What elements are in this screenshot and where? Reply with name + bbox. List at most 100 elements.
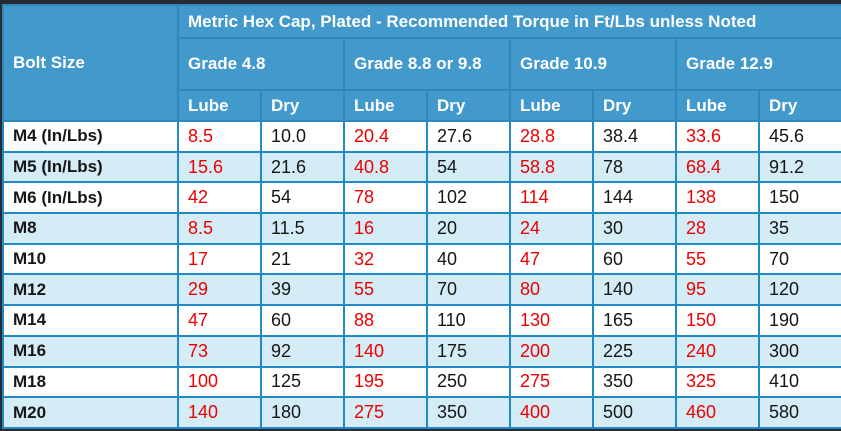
dry-value: 300 <box>757 334 841 368</box>
dry-value: 150 <box>757 181 841 215</box>
torque-table: Bolt Size Metric Hex Cap, Plated - Recom… <box>2 4 841 429</box>
dry-value: 180 <box>260 396 345 429</box>
dry-value: 54 <box>426 150 511 184</box>
dry-value: 39 <box>260 273 345 307</box>
dry-value: 54 <box>260 181 345 215</box>
lube-value: 15.6 <box>177 150 262 184</box>
lube-value: 200 <box>509 334 594 368</box>
grade-header: Grade 4.8 <box>177 37 345 91</box>
sub-header-dry: Dry <box>260 89 345 122</box>
lube-value: 140 <box>343 334 428 368</box>
sub-header-lube: Lube <box>675 89 760 122</box>
lube-value: 275 <box>509 365 594 399</box>
dry-value: 40 <box>426 242 511 276</box>
lube-value: 47 <box>509 242 594 276</box>
bolt-size-label: M12 <box>2 273 179 307</box>
table-row: M8 8.5 11.5 16 20 24 30 28 35 <box>2 212 841 245</box>
lube-value: 325 <box>675 365 760 399</box>
table-row: M10 17 21 32 40 47 60 55 70 <box>2 242 841 276</box>
lube-value: 28.8 <box>509 120 594 153</box>
lube-value: 68.4 <box>675 150 760 184</box>
table-row: M12 29 39 55 70 80 140 95 120 <box>2 273 841 307</box>
bolt-size-label: M4 (In/Lbs) <box>2 120 179 153</box>
dry-value: 190 <box>757 304 841 337</box>
bolt-size-label: M8 <box>2 212 179 245</box>
dry-value: 580 <box>757 396 841 429</box>
dry-value: 30 <box>592 212 677 245</box>
dry-value: 21 <box>260 242 345 276</box>
lube-value: 55 <box>343 273 428 307</box>
lube-value: 80 <box>509 273 594 307</box>
table-row: M4 (In/Lbs) 8.5 10.0 20.4 27.6 28.8 38.4 33.6 45… <box>2 120 841 153</box>
dry-value: 120 <box>757 273 841 307</box>
grade-header: Grade 12.9 <box>674 37 841 91</box>
dry-value: 91.2 <box>757 150 841 184</box>
dry-value: 500 <box>592 396 677 429</box>
dry-value: 125 <box>260 365 345 399</box>
lube-value: 33.6 <box>675 120 760 153</box>
dry-value: 21.6 <box>260 150 345 184</box>
dry-value: 175 <box>426 334 511 368</box>
dry-value: 45.6 <box>757 120 841 153</box>
table-row: M18 100 125 195 250 275 350 325 410 <box>2 365 841 399</box>
dry-value: 102 <box>426 181 511 215</box>
lube-value: 29 <box>177 273 262 307</box>
lube-value: 40.8 <box>343 150 428 184</box>
table-row: M14 47 60 88 110 130 165 150 190 <box>2 304 841 337</box>
dry-value: 35 <box>757 212 841 245</box>
lube-value: 130 <box>509 304 594 337</box>
lube-value: 240 <box>675 334 760 368</box>
dry-value: 165 <box>592 304 677 337</box>
dry-value: 70 <box>426 273 511 307</box>
bolt-size-label: M10 <box>2 242 179 276</box>
lube-value: 8.5 <box>177 120 262 153</box>
lube-value: 95 <box>675 273 760 307</box>
dry-value: 70 <box>757 242 841 276</box>
dry-value: 60 <box>260 304 345 337</box>
bolt-size-label: M14 <box>2 304 179 337</box>
dry-value: 10.0 <box>260 120 345 153</box>
grade-header-row: Grade 4.8 Grade 8.8 or 9.8 Grade 10.9 Grade… <box>3 37 841 91</box>
table-row: M5 (In/Lbs) 15.6 21.6 40.8 54 58.8 78 68.4 91.2 <box>2 150 841 184</box>
sub-header-lube: Lube <box>509 89 594 122</box>
sub-header-row: Lube Dry Lube Dry Lube Dry Lube Dry <box>3 89 841 122</box>
sub-header-dry: Dry <box>426 89 511 122</box>
bolt-size-label: M16 <box>2 334 179 368</box>
lube-value: 28 <box>675 212 760 245</box>
bolt-size-label: M20 <box>2 396 179 429</box>
dry-value: 250 <box>426 365 511 399</box>
lube-value: 47 <box>177 304 262 337</box>
lube-value: 275 <box>343 396 428 429</box>
dry-value: 38.4 <box>592 120 677 153</box>
table-title: Metric Hex Cap, Plated - Recommended Tor… <box>176 4 841 39</box>
bolt-size-label: M18 <box>2 365 179 399</box>
lube-value: 20.4 <box>343 120 428 153</box>
dry-value: 225 <box>592 334 677 368</box>
grade-header: Grade 10.9 <box>509 37 677 91</box>
dry-value: 20 <box>426 212 511 245</box>
dry-value: 350 <box>426 396 511 429</box>
lube-value: 114 <box>509 181 594 215</box>
lube-value: 150 <box>675 304 760 337</box>
dry-value: 78 <box>592 150 677 184</box>
lube-value: 73 <box>177 334 262 368</box>
lube-value: 58.8 <box>509 150 594 184</box>
lube-value: 460 <box>675 396 760 429</box>
table-body: M4 (In/Lbs) 8.5 10.0 20.4 27.6 28.8 38.4 33.6 45… <box>2 120 841 429</box>
lube-value: 195 <box>343 365 428 399</box>
lube-value: 55 <box>675 242 760 276</box>
lube-value: 88 <box>343 304 428 337</box>
lube-value: 32 <box>343 242 428 276</box>
bolt-size-label: M6 (In/Lbs) <box>2 181 179 215</box>
sub-header-lube: Lube <box>343 89 428 122</box>
table-row: M16 73 92 140 175 200 225 240 300 <box>2 334 841 368</box>
table-row: M20 140 180 275 350 400 500 460 580 <box>2 396 841 429</box>
lube-value: 17 <box>177 242 262 276</box>
lube-value: 400 <box>509 396 594 429</box>
bolt-size-header: Bolt Size <box>2 4 179 122</box>
lube-value: 78 <box>343 181 428 215</box>
dry-value: 110 <box>426 304 511 337</box>
dry-value: 350 <box>592 365 677 399</box>
dry-value: 27.6 <box>426 120 511 153</box>
